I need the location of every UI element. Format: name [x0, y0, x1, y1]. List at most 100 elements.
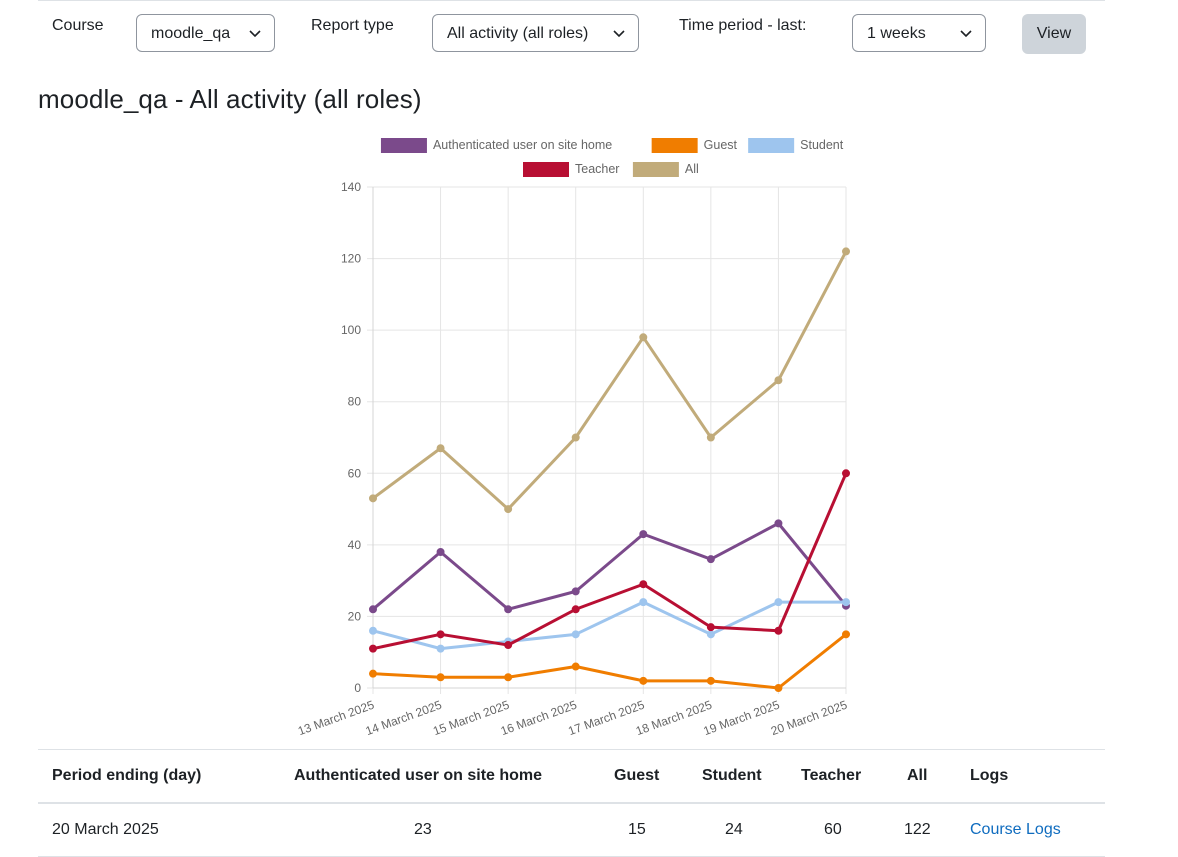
legend-label: Teacher [575, 162, 619, 176]
cell-guest: 15 [628, 821, 646, 838]
series-line-1 [372, 633, 847, 690]
data-point [842, 469, 850, 478]
report-title: moodle_qa - All activity (all roles) [38, 84, 422, 114]
y-tick-label: 140 [341, 180, 361, 194]
report-type-select[interactable]: All activity (all roles) [432, 14, 639, 52]
course-select-value: moodle_qa [151, 25, 231, 42]
data-point [369, 626, 377, 635]
data-point [774, 598, 783, 607]
data-point [436, 644, 445, 653]
data-point [436, 548, 445, 557]
data-point [369, 644, 377, 653]
data-point [504, 641, 513, 650]
data-point [842, 247, 850, 256]
data-point [706, 555, 715, 564]
y-tick-label: 60 [348, 466, 362, 480]
x-tick-label: 18 March 2025 [634, 698, 714, 739]
y-tick-label: 80 [348, 395, 362, 409]
legend-swatch [523, 162, 569, 177]
series-line-3 [372, 472, 848, 651]
legend-swatch [748, 138, 795, 153]
data-point [774, 626, 783, 635]
data-point [639, 676, 648, 685]
chevron-down-icon [249, 30, 261, 38]
data-point [571, 587, 580, 596]
time-period-select-value: 1 weeks [867, 25, 926, 42]
data-point [639, 580, 648, 589]
data-point [571, 630, 580, 639]
header-teacher: Teacher [801, 767, 862, 784]
x-tick-label: 16 March 2025 [499, 698, 579, 739]
table-header-row: Period ending (day) Authenticated user o… [38, 749, 1105, 804]
y-tick-label: 20 [348, 609, 362, 623]
legend-swatch [651, 138, 698, 153]
x-tick-label: 19 March 2025 [701, 698, 781, 739]
data-point [369, 605, 377, 614]
data-point [571, 662, 580, 671]
legend-label: All [685, 162, 699, 176]
time-period-select[interactable]: 1 weeks [852, 14, 986, 52]
header-all: All [907, 767, 928, 784]
data-point [774, 684, 783, 692]
y-tick-label: 100 [341, 323, 361, 337]
x-tick-label: 14 March 2025 [364, 698, 444, 739]
top-divider [38, 0, 1105, 1]
cell-period: 20 March 2025 [52, 821, 159, 838]
chevron-down-icon [960, 30, 972, 38]
table-row: 20 March 2025 23 15 24 60 122 Course Log… [38, 804, 1105, 857]
data-point [504, 505, 513, 514]
data-point [369, 669, 377, 678]
view-button[interactable]: View [1022, 14, 1086, 54]
data-point [436, 444, 445, 453]
data-point [774, 376, 783, 385]
activity-table: Period ending (day) Authenticated user o… [38, 749, 1105, 857]
data-point [842, 598, 850, 607]
data-point [571, 605, 580, 614]
x-tick-label: 15 March 2025 [431, 698, 511, 739]
data-point [639, 598, 648, 607]
legend-swatch [632, 162, 679, 177]
data-point [706, 676, 715, 685]
data-point [842, 630, 850, 639]
header-student: Student [702, 767, 762, 784]
header-authenticated: Authenticated user on site home [294, 767, 543, 784]
cell-student: 24 [725, 821, 743, 838]
data-point [504, 605, 513, 614]
header-period: Period ending (day) [52, 767, 202, 784]
header-logs: Logs [970, 767, 1009, 784]
legend-swatch [380, 138, 427, 153]
data-point [639, 530, 648, 539]
data-point [436, 673, 445, 682]
data-point [369, 494, 377, 503]
data-point [436, 630, 445, 639]
data-point [639, 333, 648, 342]
legend-label: Guest [704, 138, 738, 152]
x-tick-label: 20 March 2025 [769, 698, 849, 739]
chevron-down-icon [613, 30, 625, 38]
legend-label: Authenticated user on site home [433, 138, 612, 152]
course-label: Course [52, 17, 104, 34]
report-type-label: Report type [311, 17, 394, 34]
y-tick-label: 40 [348, 538, 362, 552]
series-line-4 [372, 250, 848, 511]
legend-label: Student [800, 138, 844, 152]
series-line-0 [372, 521, 848, 611]
y-tick-label: 120 [341, 252, 361, 266]
y-tick-label: 0 [354, 681, 361, 695]
x-tick-label: 17 March 2025 [566, 698, 646, 739]
data-point [504, 673, 513, 682]
data-point [706, 630, 715, 639]
data-point [571, 433, 580, 442]
time-period-label: Time period - last: [679, 17, 807, 34]
course-select[interactable]: moodle_qa [136, 14, 275, 52]
cell-authenticated: 23 [414, 821, 432, 838]
report-type-select-value: All activity (all roles) [447, 25, 589, 42]
series-line-2 [372, 600, 846, 651]
report-filters: Course moodle_qa Report type All activit… [0, 0, 1178, 60]
data-point [706, 623, 715, 632]
cell-all: 122 [904, 821, 931, 838]
header-guest: Guest [614, 767, 660, 784]
course-logs-link[interactable]: Course Logs [970, 821, 1061, 838]
x-tick-label: 13 March 2025 [296, 698, 376, 739]
